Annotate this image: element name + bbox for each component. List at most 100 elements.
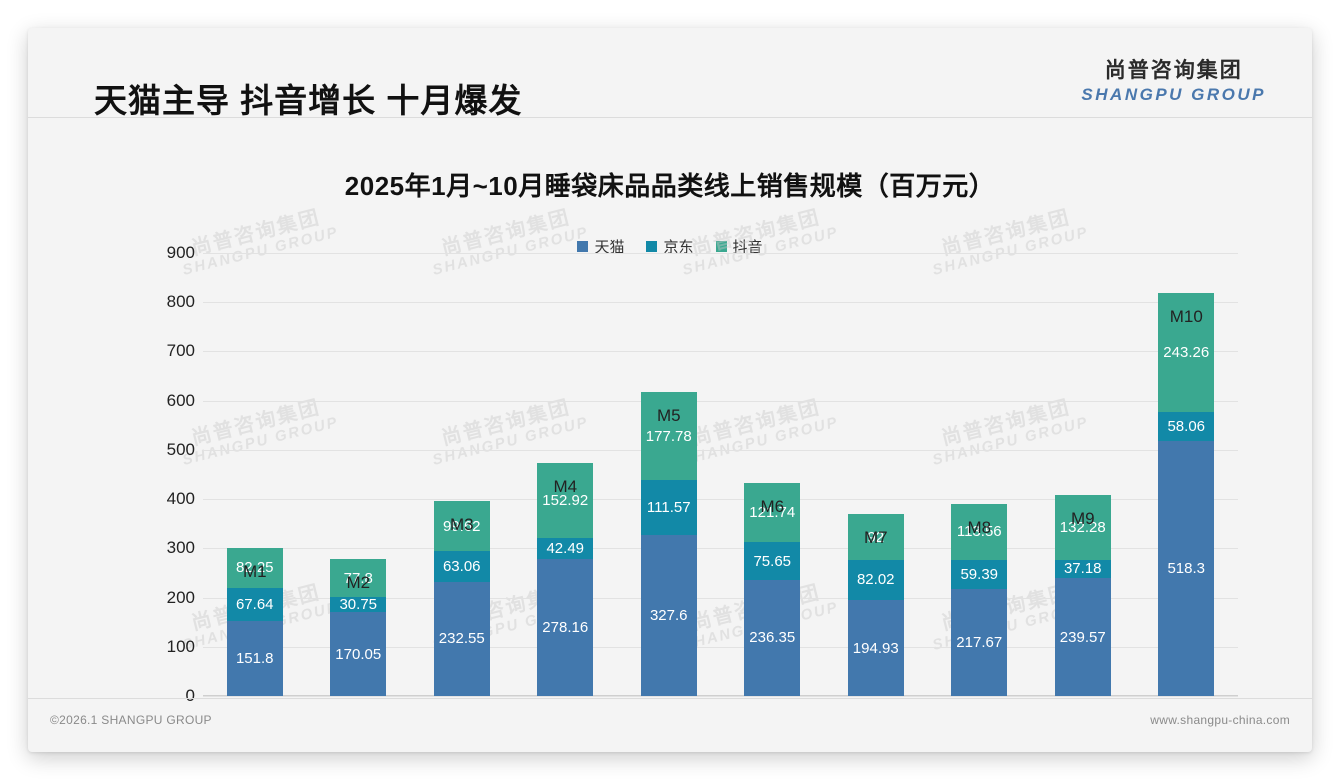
legend-item-天猫[interactable]: 天猫 (577, 236, 624, 257)
gridline (203, 302, 1238, 304)
bar-segment-京东[interactable]: 37.18 (1054, 559, 1111, 579)
legend-swatch-icon (577, 241, 589, 252)
y-axis-tick: 600 (166, 390, 195, 410)
bar-segment-抖音[interactable]: 177.78 (640, 392, 697, 480)
x-axis-label-M9: M9 (1070, 508, 1095, 528)
bar-segment-天猫[interactable]: 194.93 (847, 600, 904, 696)
bar-value-label: 67.64 (235, 596, 274, 614)
y-axis-tick: 400 (166, 489, 195, 509)
bar-column-M1[interactable]: 82.25 67.64 151.8 M1 (226, 547, 283, 696)
gridline (203, 449, 1238, 451)
bar-segment-天猫[interactable]: 170.05 (330, 612, 387, 696)
bar-segment-天猫[interactable]: 239.57 (1054, 578, 1111, 696)
bar-column-M5[interactable]: 177.78 111.57 327.6 M5 (640, 392, 697, 696)
bar-value-label: 77.8 (343, 569, 373, 587)
bar-segment-天猫[interactable]: 518.3 (1158, 440, 1215, 696)
y-axis-tick: 0 (185, 686, 195, 705)
bar-value-label: 121.74 (749, 503, 796, 521)
x-axis-line (203, 695, 1238, 696)
y-axis-tick: 700 (166, 341, 195, 361)
bar-value-label: 327.6 (649, 606, 688, 624)
bar-segment-抖音[interactable]: 121.74 (744, 482, 801, 543)
bar-segment-抖音[interactable]: 77.8 (330, 558, 387, 598)
bar-value-label: 239.57 (1059, 628, 1106, 646)
gridline (203, 499, 1238, 501)
bar-value-label: 232.55 (438, 630, 485, 648)
footer-website: www.shangpu-china.com (1150, 713, 1290, 727)
gridline (203, 548, 1238, 550)
bar-segment-京东[interactable]: 75.65 (744, 542, 801, 580)
page-title: 天猫主导 抖音增长 十月爆发 (94, 82, 523, 119)
bar-value-label: 42.49 (546, 540, 585, 558)
bar-column-M8[interactable]: 113.56 59.39 217.67 M8 (951, 503, 1008, 696)
slide-footer: ©2026.1 SHANGPU GROUP www.shangpu-china.… (28, 698, 1312, 752)
bar-segment-天猫[interactable]: 232.55 (433, 581, 490, 696)
bar-column-M4[interactable]: 152.92 42.49 278.16 M4 (537, 462, 594, 696)
bar-segment-天猫[interactable]: 278.16 (537, 559, 594, 696)
y-axis-tick: 100 (166, 636, 195, 656)
bar-column-M10[interactable]: 243.26 58.06 518.3 M10 (1158, 292, 1215, 696)
bar-value-label: 30.75 (339, 596, 378, 614)
bar-segment-京东[interactable]: 58.06 (1158, 412, 1215, 441)
chart-legend: 天猫 京东 抖音 (28, 236, 1312, 257)
y-axis-tick: 500 (166, 439, 195, 459)
bar-column-M7[interactable]: 92 82.02 194.93 M7 (847, 514, 904, 696)
bar-segment-京东[interactable]: 82.02 (847, 559, 904, 601)
bar-value-label: 152.92 (542, 492, 589, 510)
bar-segment-天猫[interactable]: 327.6 (640, 534, 697, 696)
legend-swatch-icon (715, 241, 727, 252)
bar-value-label: 82.02 (856, 571, 895, 589)
x-axis-label-M6: M6 (760, 496, 785, 516)
bar-value-label: 58.06 (1167, 418, 1206, 436)
bar-value-label: 63.06 (442, 557, 481, 575)
bar-segment-京东[interactable]: 30.75 (330, 596, 387, 614)
x-axis-label-M5: M5 (656, 406, 681, 426)
bar-segment-天猫[interactable]: 151.8 (226, 621, 283, 696)
bar-value-label: 59.39 (960, 565, 999, 583)
legend-label: 天猫 (594, 239, 625, 256)
gridline (203, 597, 1238, 599)
bar-value-label: 243.26 (1163, 343, 1210, 361)
bar-column-M9[interactable]: 132.28 37.18 239.57 M9 (1054, 494, 1111, 696)
gridline (203, 400, 1238, 402)
chart-title: 2025年1月~10月睡袋床品品类线上销售规模（百万元） (344, 171, 996, 201)
bar-segment-京东[interactable]: 111.57 (640, 479, 697, 535)
legend-item-京东[interactable]: 京东 (646, 236, 694, 257)
bar-value-label: 113.56 (956, 523, 1002, 541)
y-axis-tick: 900 (166, 243, 195, 262)
bar-value-label: 217.67 (956, 633, 1003, 651)
legend-label: 京东 (663, 239, 694, 256)
bar-column-M6[interactable]: 121.74 75.65 236.35 M6 (744, 482, 801, 696)
bar-segment-京东[interactable]: 63.06 (433, 550, 490, 582)
bar-column-M2[interactable]: 77.8 30.75 170.05 M2 (330, 558, 387, 696)
bar-segment-抖音[interactable]: 152.92 (537, 462, 594, 539)
gridline (203, 696, 1238, 697)
bar-segment-抖音[interactable]: 132.28 (1054, 494, 1111, 560)
y-axis-tick: 300 (166, 538, 195, 558)
bar-segment-京东[interactable]: 59.39 (951, 559, 1008, 589)
bar-segment-抖音[interactable]: 92 (847, 514, 904, 560)
bar-value-label: 278.16 (542, 619, 589, 637)
brand-logo-cn: 尚普咨询集团 (1104, 59, 1243, 82)
gridline (203, 351, 1238, 353)
bar-segment-天猫[interactable]: 236.35 (744, 579, 801, 696)
bar-column-M3[interactable]: 99.62 63.06 232.55 M3 (433, 501, 490, 696)
bar-segment-抖音[interactable]: 243.26 (1158, 292, 1215, 413)
legend-label: 抖音 (732, 239, 763, 256)
x-axis-label-M3: M3 (449, 515, 474, 535)
bar-value-label: 151.8 (235, 650, 274, 668)
y-axis-tick: 800 (166, 292, 195, 312)
legend-item-抖音[interactable]: 抖音 (715, 236, 763, 257)
bar-segment-抖音[interactable]: 82.25 (226, 547, 283, 588)
bar-value-label: 37.18 (1063, 560, 1102, 578)
bar-segment-京东[interactable]: 67.64 (226, 588, 283, 622)
bar-value-label: 170.05 (335, 645, 382, 663)
bar-segment-抖音[interactable]: 99.62 (433, 501, 490, 551)
bar-value-label: 518.3 (1167, 559, 1206, 577)
x-axis-label-M2: M2 (346, 572, 371, 592)
bar-segment-京东[interactable]: 42.49 (537, 538, 594, 560)
slide-header: 天猫主导 抖音增长 十月爆发 尚普咨询集团 SHANGPU GROUP (28, 28, 1312, 119)
bar-segment-天猫[interactable]: 217.67 (951, 588, 1008, 696)
bar-value-label: 177.78 (645, 427, 692, 445)
bar-segment-抖音[interactable]: 113.56 (951, 503, 1008, 560)
